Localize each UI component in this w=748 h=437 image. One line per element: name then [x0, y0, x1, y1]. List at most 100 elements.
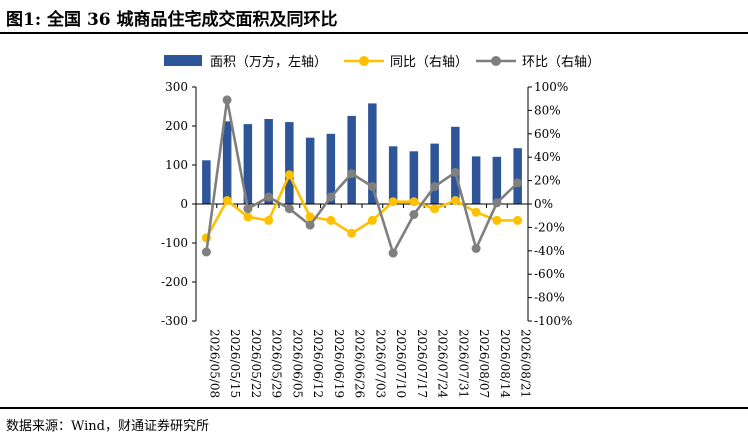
yoy-point	[388, 197, 398, 207]
x-tick-label: 2026/08/07	[477, 329, 491, 398]
yoy-point	[305, 212, 315, 222]
mom-point	[305, 220, 315, 230]
legend-marker	[491, 56, 501, 66]
mom-point	[471, 244, 481, 253]
mom-point	[450, 167, 460, 177]
yoy-point	[492, 215, 502, 225]
mom-point	[201, 247, 211, 257]
mom-point	[430, 182, 440, 191]
yoy-point	[367, 215, 377, 225]
mom-line	[205, 99, 519, 257]
x-tick-label: 2026/07/24	[436, 329, 450, 399]
left-tick-label: 300	[165, 80, 188, 94]
title-bar: 图1: 全国 36 城商品住宅成交面积及同环比	[0, 0, 748, 34]
bar	[492, 156, 502, 204]
x-tick-label: 2026/06/05	[290, 329, 304, 398]
right-tick-label: 80%	[534, 103, 561, 117]
mom-point	[284, 204, 294, 214]
x-tick-label: 2026/07/10	[394, 329, 408, 398]
x-tick-label: 2026/07/03	[373, 329, 387, 398]
mom-point	[347, 169, 357, 179]
chart-title: 图1: 全国 36 城商品住宅成交面积及同环比	[6, 10, 338, 30]
x-tick-label: 2026/08/21	[519, 329, 533, 398]
yoy-point	[450, 196, 460, 205]
yoy-point	[513, 215, 523, 225]
mom-point	[222, 95, 232, 105]
right-tick-label: 0%	[534, 197, 553, 211]
source-note: 数据来源：Wind，财通证券研究所	[6, 419, 209, 434]
bar	[471, 156, 481, 204]
mom-point	[243, 204, 253, 214]
x-tick-label: 2026/06/19	[332, 329, 346, 398]
yoy-point	[264, 215, 274, 225]
bar	[326, 133, 336, 204]
right-tick-label: 40%	[534, 150, 561, 164]
right-tick-label: 100%	[534, 80, 568, 94]
bar	[368, 103, 377, 204]
mom-point	[326, 192, 336, 202]
axes: -300 -200 -100 0 100 200 300 -100% -80% -60% -40% -…	[161, 80, 572, 328]
x-tick-label: 2026/05/15	[228, 329, 242, 398]
yoy-point	[347, 228, 357, 238]
legend-label: 面积（万方，左轴）	[210, 54, 327, 70]
x-tick-labels: 2026/05/08 2026/05/15 2026/05/22 2026/05/29…	[207, 329, 532, 399]
legend-item: 面积（万方，左轴）	[164, 54, 327, 70]
legend-label: 环比（右轴）	[522, 55, 600, 70]
bar	[409, 151, 419, 204]
x-tick-label: 2026/07/31	[456, 329, 470, 398]
yoy-point	[222, 196, 232, 205]
x-tick-label: 2026/06/12	[311, 329, 325, 398]
right-tick-label: 60%	[534, 127, 561, 141]
yoy-point	[243, 212, 253, 222]
x-tick-label: 2026/05/22	[249, 329, 263, 398]
yoy-point	[409, 197, 419, 207]
bar	[347, 115, 356, 204]
right-tick-label: -60%	[534, 267, 565, 281]
bar	[264, 119, 273, 204]
legend: 面积（万方，左轴） 同比（右轴） 环比（右轴）	[164, 54, 600, 70]
right-tick-label: 20%	[534, 174, 561, 188]
bar	[243, 124, 253, 204]
bar	[451, 126, 460, 204]
legend-swatch	[164, 55, 202, 66]
line-series	[201, 95, 523, 258]
mom-point	[513, 178, 523, 188]
mom-point	[492, 198, 502, 208]
mom-point	[388, 248, 398, 258]
left-tick-label: -200	[161, 275, 188, 289]
right-tick-label: -100%	[534, 314, 572, 328]
left-tick-label: -300	[161, 314, 188, 328]
bar	[388, 146, 398, 204]
mom-point	[409, 210, 419, 219]
right-tick-label: -20%	[534, 220, 565, 234]
x-tick-label: 2026/05/29	[270, 329, 284, 398]
bar	[430, 143, 439, 204]
bar	[513, 148, 522, 204]
bar	[305, 137, 315, 204]
yoy-point	[430, 204, 440, 214]
legend-label: 同比（右轴）	[390, 55, 468, 70]
legend-marker	[359, 56, 369, 66]
left-tick-label: 100	[165, 158, 188, 172]
x-tick-label: 2026/06/26	[353, 329, 367, 398]
yoy-point	[471, 207, 481, 217]
legend-item: 环比（右轴）	[476, 55, 600, 70]
bar-series	[202, 103, 522, 204]
x-tick-label: 2026/05/08	[207, 329, 221, 398]
yoy-point	[326, 215, 336, 225]
left-tick-label: 200	[165, 119, 188, 133]
chart: 面积（万方，左轴） 同比（右轴） 环比（右轴） -300 -200 -100 0 100 20…	[161, 54, 600, 399]
right-tick-label: -80%	[534, 291, 565, 305]
bar	[285, 122, 294, 204]
mom-point	[367, 182, 377, 191]
x-tick-label: 2026/07/17	[415, 329, 429, 398]
left-tick-label: -100	[161, 236, 188, 250]
yoy-point	[284, 170, 294, 180]
right-tick-label: -40%	[534, 244, 565, 258]
legend-item: 同比（右轴）	[344, 55, 468, 70]
bar	[222, 121, 232, 204]
bar	[202, 160, 211, 204]
x-tick-label: 2026/08/14	[498, 329, 512, 399]
mom-point	[264, 192, 274, 202]
left-tick-label: 0	[180, 197, 188, 211]
